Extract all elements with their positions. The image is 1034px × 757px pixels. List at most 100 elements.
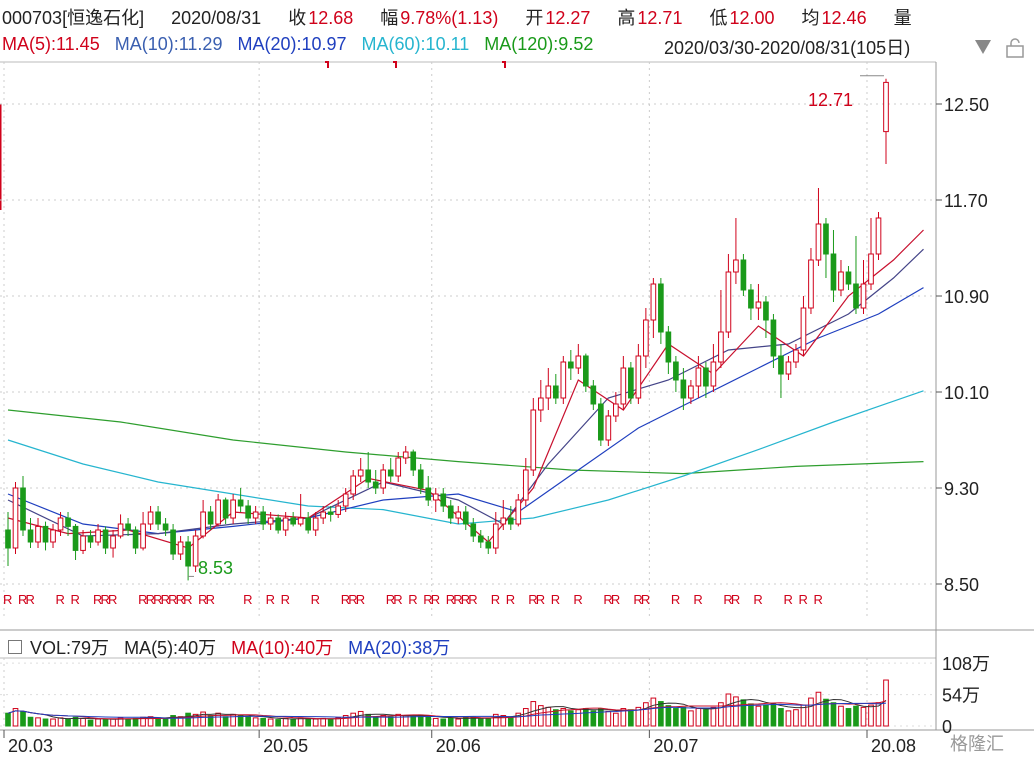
candle-body (853, 283, 859, 309)
rights-marker: R (26, 592, 35, 607)
candle-body (320, 511, 327, 519)
rights-marker: R (108, 592, 117, 607)
volume-bar (725, 693, 732, 727)
volume-bar (703, 709, 709, 727)
volume-bar (680, 706, 687, 727)
candle-body (868, 253, 874, 285)
candle-body (530, 409, 537, 471)
ma5-legend: MA(5):11.45 (2, 34, 100, 54)
candle-body (140, 523, 146, 549)
candle-body (432, 493, 439, 501)
y-tick-label: 11.70 (944, 191, 988, 211)
candle-body (605, 415, 612, 441)
volume-bar (455, 718, 462, 727)
candle-body (297, 517, 304, 525)
candle-body (522, 469, 529, 501)
candle-body (462, 511, 469, 525)
candle-body (620, 367, 627, 405)
candle-body (170, 529, 176, 555)
rights-marker: R (93, 592, 102, 607)
candle-body (770, 319, 777, 357)
volume-bar (598, 708, 604, 727)
rights-marker: R (356, 592, 365, 607)
rights-marker: R (603, 592, 612, 607)
volume-bar (537, 705, 544, 727)
candle-body (20, 487, 26, 531)
volume-bar (252, 717, 259, 727)
candle-body (365, 469, 372, 483)
volume-bar (305, 718, 311, 727)
volume-bar (237, 715, 244, 727)
candle-body (72, 525, 79, 551)
candle-body (485, 541, 492, 549)
volume-panel-toggle[interactable] (8, 640, 22, 655)
vol-tick-label: 108万 (942, 654, 990, 674)
open-value: 12.27 (545, 8, 591, 28)
top-marker (502, 61, 506, 68)
candle-body (222, 499, 229, 519)
top-marker (393, 61, 397, 68)
candle-body (290, 517, 296, 525)
volume-bar (635, 706, 642, 727)
candle-body (342, 493, 349, 507)
volume-bar (785, 710, 792, 727)
ma10-line (7, 248, 924, 537)
x-tick-label: 20.07 (653, 736, 698, 756)
candle-body (305, 517, 311, 531)
volume-bar (50, 718, 56, 727)
candle-body (507, 517, 514, 525)
ma120-legend: MA(120):9.52 (484, 34, 594, 54)
candle-body (800, 307, 807, 351)
volume-bar (748, 703, 754, 727)
volume-bar (515, 712, 522, 727)
lock-icon[interactable] (1004, 38, 1026, 58)
date-range[interactable]: 2020/03/30-2020/08/31(105日) (664, 38, 911, 58)
candle-body (230, 499, 236, 519)
volume-bar (567, 710, 574, 727)
candle-body (65, 517, 71, 527)
candle-body (815, 223, 822, 261)
candle-body (440, 493, 447, 507)
rights-marker: R (146, 592, 155, 607)
candle-body (793, 349, 799, 363)
candle-body (755, 301, 762, 309)
volume-bar (125, 718, 131, 727)
volume-legend: VOL:79万 MA(5):40万 MA(10):40万 MA(20):38万 (8, 634, 450, 660)
candle-body (838, 271, 844, 291)
rights-marker: R (393, 592, 402, 607)
rights-marker: R (468, 592, 477, 607)
volume-bar (335, 717, 342, 727)
candle-body (395, 457, 402, 477)
volume-bar (410, 715, 417, 727)
candle-body (703, 367, 709, 387)
volume-bar (312, 718, 319, 727)
volume-bar (387, 716, 394, 727)
volume-bar (778, 708, 784, 727)
volume-bar (95, 718, 101, 727)
dropdown-triangle-icon[interactable] (975, 40, 991, 54)
volume-bar (650, 697, 657, 727)
volume-bar (372, 716, 379, 727)
rights-marker: R (18, 592, 27, 607)
volume-bar (868, 704, 874, 727)
candle-body (710, 361, 717, 387)
volume-bar (845, 708, 852, 727)
x-tick-label: 20.08 (871, 736, 916, 756)
candle-body (125, 523, 131, 531)
volume-bar (117, 717, 124, 727)
candle-body (417, 469, 424, 489)
volume-bar (42, 718, 49, 727)
volume-bar (230, 713, 236, 727)
volume-bar (613, 712, 619, 727)
ma20-legend: MA(20):10.97 (237, 34, 347, 54)
candle-body (207, 511, 214, 525)
rights-marker: R (611, 592, 620, 607)
volume-bar (222, 716, 229, 727)
volume-bar (770, 703, 777, 727)
volume-bar (80, 717, 86, 727)
candle-body (883, 81, 889, 133)
volume-bar (673, 708, 679, 727)
volume-bar (688, 710, 694, 727)
rights-marker: R (168, 592, 177, 607)
